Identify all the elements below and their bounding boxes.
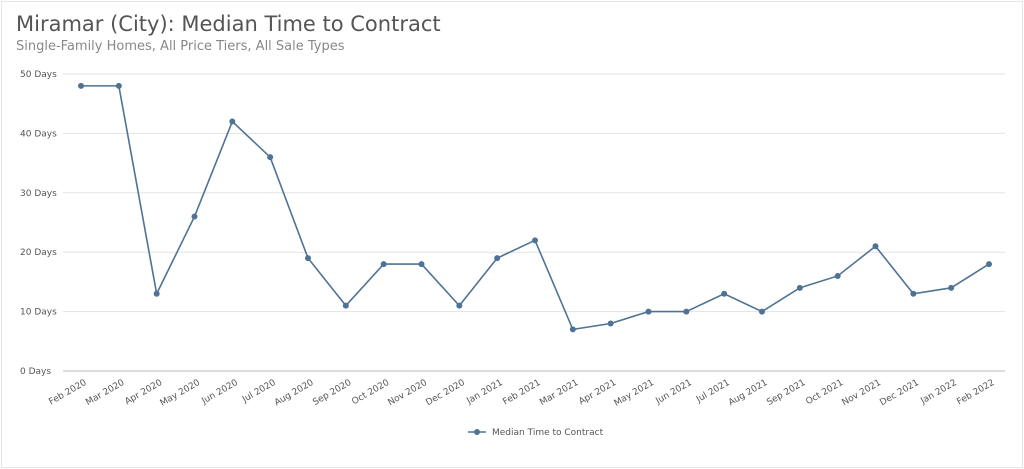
data-point <box>191 213 198 220</box>
x-tick-label: Sep 2021 <box>765 378 807 408</box>
x-tick-label: Oct 2020 <box>350 378 391 407</box>
data-point <box>494 255 501 262</box>
data-point <box>910 290 917 297</box>
data-point <box>569 326 576 333</box>
x-tick-label: Apr 2020 <box>123 378 164 407</box>
x-tick-label: Dec 2021 <box>878 378 920 408</box>
data-point <box>683 308 690 315</box>
x-tick-label: Mar 2020 <box>84 378 126 408</box>
x-tick-label: Apr 2021 <box>577 378 618 407</box>
x-tick-label: Dec 2020 <box>424 378 467 408</box>
data-point <box>986 261 992 268</box>
y-tick-label: 50 Days <box>20 70 57 80</box>
data-point <box>380 261 387 268</box>
y-tick-label: 20 Days <box>20 248 57 258</box>
y-tick-label: 40 Days <box>20 129 57 139</box>
data-point <box>721 290 728 297</box>
x-tick-label: Feb 2021 <box>501 378 542 408</box>
x-tick-label: Jun 2020 <box>199 378 240 407</box>
data-point <box>115 82 122 89</box>
data-point <box>267 154 274 161</box>
data-point <box>834 272 841 279</box>
y-tick-label: 0 Days <box>20 367 51 377</box>
x-tick-label: May 2020 <box>159 378 203 409</box>
data-point <box>305 255 311 262</box>
chart-subtitle: Single-Family Homes, All Price Tiers, Al… <box>16 39 345 54</box>
x-tick-label: Jan 2022 <box>918 378 958 407</box>
series-line <box>81 85 990 331</box>
x-tick-label: Nov 2020 <box>386 378 429 408</box>
x-tick-label: Feb 2020 <box>47 378 88 408</box>
data-point <box>418 261 425 268</box>
x-tick-label: Jul 2021 <box>694 378 732 405</box>
legend-label: Median Time to Contract <box>492 428 604 438</box>
data-point <box>872 243 879 250</box>
data-point <box>948 284 955 291</box>
x-tick-label: Nov 2021 <box>840 378 883 408</box>
data-point <box>153 290 160 297</box>
data-point <box>607 320 614 327</box>
data-point <box>456 302 463 309</box>
x-tick-label: Jul 2020 <box>240 378 278 406</box>
data-point <box>796 284 803 291</box>
data-point <box>645 308 652 315</box>
x-tick-label: May 2021 <box>613 378 656 409</box>
x-tick-label: Oct 2021 <box>804 378 845 407</box>
x-tick-label: Sep 2020 <box>311 378 353 408</box>
data-point <box>759 308 765 315</box>
data-point <box>532 237 538 244</box>
y-tick-label: 10 Days <box>20 308 57 318</box>
x-tick-label: Feb 2022 <box>955 378 996 408</box>
data-point <box>78 82 84 89</box>
x-tick-label: Jun 2021 <box>653 378 693 407</box>
legend-marker <box>474 429 480 435</box>
x-tick-label: Jan 2021 <box>464 378 504 407</box>
data-point <box>342 302 349 309</box>
data-point <box>229 118 236 125</box>
chart-title: Miramar (City): Median Time to Contract <box>16 12 441 36</box>
x-tick-label: Mar 2021 <box>538 378 580 408</box>
x-tick-label: Aug 2021 <box>727 378 770 408</box>
x-tick-label: Aug 2020 <box>273 378 316 408</box>
y-tick-label: 30 Days <box>20 189 57 199</box>
